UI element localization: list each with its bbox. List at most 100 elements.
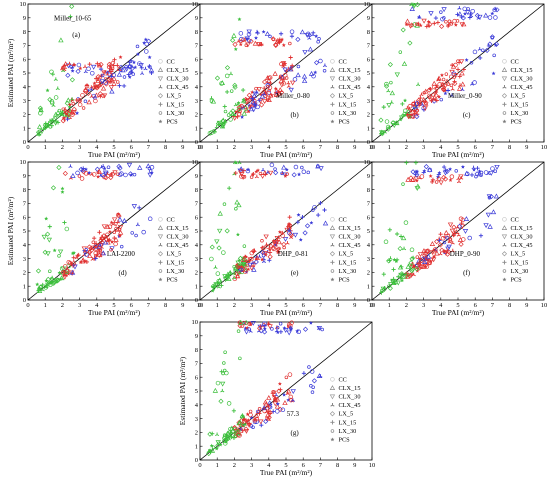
data-point bbox=[236, 420, 242, 426]
data-point bbox=[78, 66, 83, 71]
data-point bbox=[301, 78, 308, 83]
x-tick-label: 10 bbox=[369, 302, 376, 309]
legend-entry-lx-15: LX_15 bbox=[166, 101, 184, 108]
data-point bbox=[428, 259, 433, 264]
data-point bbox=[219, 81, 224, 86]
data-point bbox=[437, 242, 443, 248]
data-point bbox=[229, 434, 234, 440]
data-point bbox=[403, 113, 408, 117]
data-point bbox=[414, 266, 420, 272]
y-tick-label: 10 bbox=[192, 1, 199, 8]
data-point bbox=[117, 216, 123, 222]
data-point bbox=[483, 12, 489, 18]
y-tick-label: 4 bbox=[23, 84, 27, 91]
data-point bbox=[107, 229, 112, 234]
data-point bbox=[312, 205, 317, 210]
data-point bbox=[313, 60, 320, 66]
data-point bbox=[413, 160, 419, 165]
x-tick-label: 8 bbox=[336, 144, 339, 151]
data-point bbox=[116, 212, 121, 216]
data-point bbox=[230, 37, 236, 43]
y-tick-label: 7 bbox=[367, 201, 371, 208]
data-point bbox=[140, 71, 145, 75]
data-point bbox=[265, 244, 271, 249]
legend-entry-lx-5: LX_5 bbox=[166, 93, 181, 100]
data-point bbox=[267, 324, 273, 330]
data-point bbox=[55, 86, 60, 91]
data-point bbox=[404, 18, 411, 24]
data-point bbox=[231, 275, 237, 280]
data-point bbox=[461, 21, 467, 27]
data-point bbox=[248, 106, 255, 112]
data-point bbox=[210, 98, 217, 104]
data-point bbox=[422, 259, 428, 264]
data-point bbox=[119, 171, 124, 176]
y-tick-label: 5 bbox=[195, 228, 198, 235]
panel-label: (d) bbox=[119, 269, 128, 277]
data-point bbox=[401, 273, 408, 279]
data-point bbox=[111, 81, 117, 86]
data-point bbox=[433, 97, 438, 101]
data-point bbox=[38, 110, 43, 116]
data-point bbox=[105, 72, 110, 76]
data-point bbox=[71, 255, 76, 260]
data-point bbox=[412, 2, 417, 7]
data-point bbox=[105, 232, 110, 238]
data-point bbox=[81, 106, 86, 110]
data-point bbox=[266, 395, 272, 400]
data-point bbox=[141, 229, 146, 235]
data-point bbox=[381, 272, 386, 277]
y-tick-label: 3 bbox=[23, 256, 26, 263]
data-point bbox=[226, 436, 231, 441]
data-point bbox=[259, 249, 266, 255]
data-point bbox=[101, 93, 108, 99]
data-point bbox=[466, 7, 470, 11]
data-point bbox=[267, 247, 272, 252]
data-point bbox=[461, 237, 466, 242]
data-point bbox=[458, 174, 464, 180]
data-point bbox=[427, 167, 433, 173]
data-point bbox=[56, 164, 62, 171]
x-tick-label: 1 bbox=[216, 144, 219, 151]
data-point bbox=[478, 55, 483, 61]
data-point bbox=[397, 245, 403, 252]
data-point bbox=[44, 231, 51, 237]
data-point bbox=[452, 79, 457, 84]
data-point bbox=[288, 326, 293, 330]
data-point bbox=[407, 23, 414, 29]
data-point bbox=[258, 102, 265, 108]
data-point bbox=[254, 255, 260, 261]
data-point bbox=[449, 93, 454, 97]
data-point bbox=[228, 117, 233, 122]
data-point bbox=[246, 422, 252, 428]
data-point bbox=[235, 432, 242, 438]
data-point bbox=[493, 15, 498, 20]
y-axis-label: Estimated PAI (m²/m²) bbox=[178, 356, 187, 425]
data-point bbox=[111, 217, 118, 223]
data-point bbox=[386, 103, 392, 108]
data-point bbox=[281, 164, 287, 170]
y-tick-label: 3 bbox=[23, 98, 26, 105]
data-point bbox=[254, 169, 259, 174]
legend-entry-lx-15: LX_15 bbox=[510, 101, 528, 108]
legend-marker-lx-15 bbox=[502, 102, 507, 107]
data-point bbox=[272, 390, 277, 394]
data-point bbox=[228, 71, 233, 76]
y-tick-label: 6 bbox=[195, 374, 199, 381]
x-tick-label: 6 bbox=[130, 302, 134, 309]
x-tick-label: 2 bbox=[233, 302, 236, 309]
data-point bbox=[55, 277, 61, 283]
legend-marker-cc bbox=[330, 59, 335, 64]
data-point bbox=[246, 109, 251, 114]
x-tick-label: 4 bbox=[439, 144, 443, 151]
legend-marker-cc bbox=[502, 217, 507, 222]
data-point bbox=[116, 71, 123, 77]
data-point bbox=[256, 42, 262, 47]
data-point bbox=[61, 107, 65, 111]
data-point bbox=[41, 234, 47, 240]
data-point bbox=[284, 375, 289, 380]
data-point bbox=[69, 261, 74, 266]
data-point bbox=[267, 258, 272, 263]
data-point bbox=[407, 263, 414, 269]
data-point bbox=[402, 246, 407, 251]
